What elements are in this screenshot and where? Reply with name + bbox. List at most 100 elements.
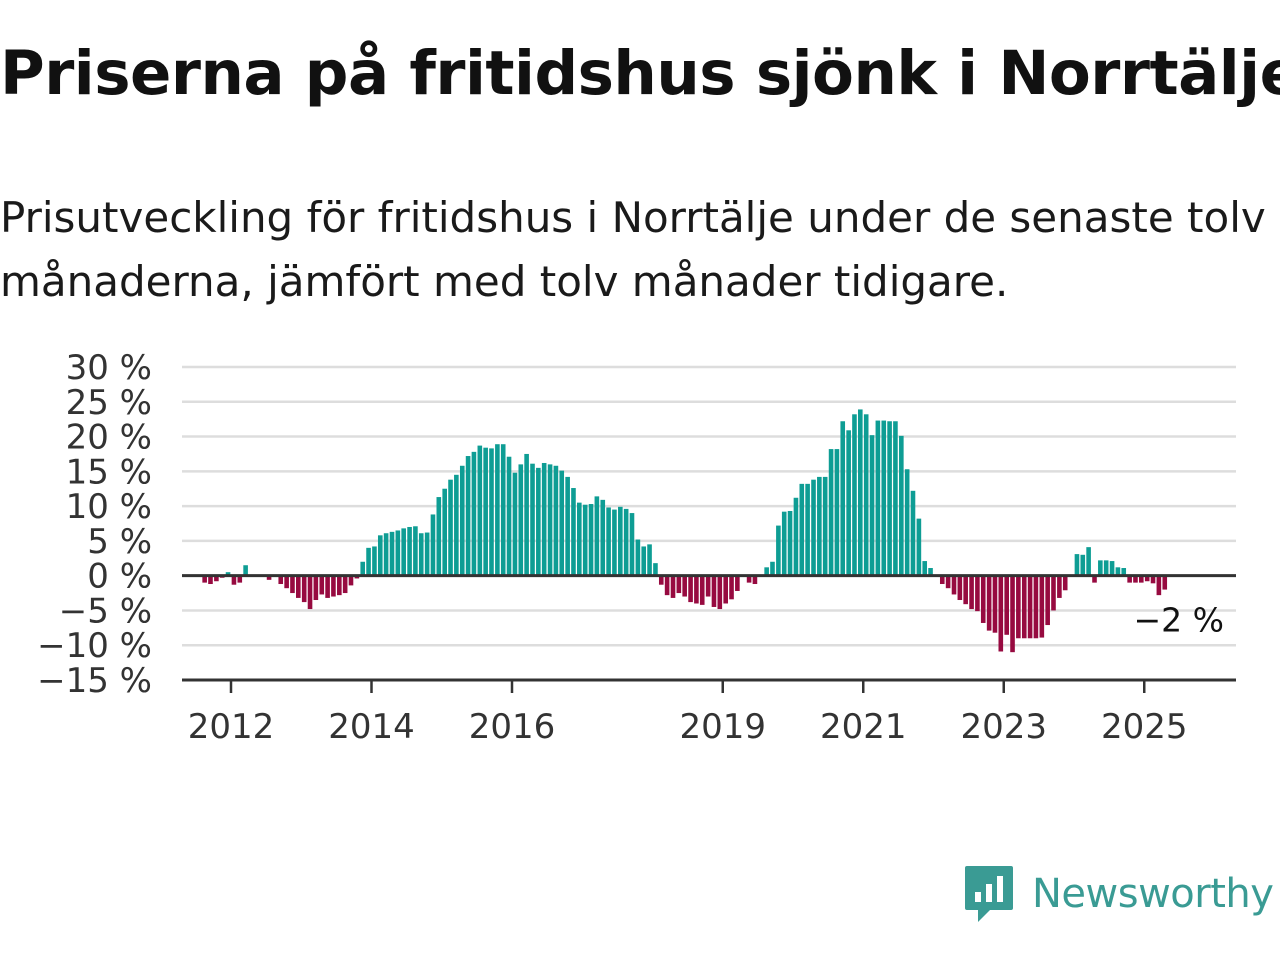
bar — [594, 496, 600, 576]
y-tick-label: 15 % — [66, 452, 152, 492]
bar — [231, 575, 237, 585]
bar — [348, 575, 354, 586]
bar — [881, 420, 887, 576]
bar — [1086, 547, 1091, 576]
bar — [904, 469, 910, 576]
bar — [846, 430, 851, 576]
bar — [875, 420, 881, 576]
bar — [922, 561, 928, 576]
x-tick-label: 2012 — [188, 707, 275, 747]
bar — [910, 490, 916, 576]
y-tick-labels: 30 %25 %20 %15 %10 %5 %0 %−5 %−10 %−15 % — [37, 348, 152, 701]
bar — [1109, 561, 1115, 576]
bar — [986, 575, 992, 631]
bar — [1033, 575, 1039, 639]
bar — [588, 504, 594, 576]
y-tick-label: 30 % — [66, 348, 152, 388]
bar — [1004, 575, 1010, 635]
bar — [512, 472, 518, 576]
bar — [477, 445, 483, 576]
bar — [653, 563, 658, 576]
bar — [664, 575, 670, 596]
bar — [395, 530, 401, 576]
newsworthy-brand: Newsworthy — [964, 864, 1274, 924]
bar — [975, 575, 980, 612]
bar — [776, 525, 781, 576]
bar — [225, 572, 231, 576]
bar — [1092, 575, 1097, 583]
bar — [1010, 575, 1015, 653]
bar — [1115, 567, 1121, 576]
bar — [418, 533, 424, 576]
chart-subtitle: Prisutveckling för fritidshus i Norrtälj… — [0, 193, 1266, 306]
bar — [489, 448, 494, 576]
bar — [899, 435, 904, 576]
bar — [887, 421, 892, 576]
bar — [430, 514, 436, 576]
bar — [658, 575, 664, 585]
x-tick-label: 2021 — [820, 707, 907, 747]
chart-title: Priserna på fritidshus sjönk i Norrtälje — [0, 38, 1280, 109]
bar — [448, 479, 453, 576]
bar — [618, 506, 623, 576]
bar — [342, 575, 348, 594]
bars — [202, 409, 1168, 653]
bar — [699, 575, 705, 605]
bar — [278, 575, 284, 585]
bar — [1080, 554, 1086, 576]
bar — [682, 575, 687, 597]
bar — [969, 575, 974, 610]
y-tick-label: −5 % — [59, 591, 152, 631]
bar — [869, 435, 875, 576]
bar — [237, 575, 243, 583]
bar — [863, 414, 869, 576]
bar — [536, 467, 541, 576]
bar — [670, 575, 676, 598]
bar — [980, 575, 986, 623]
bar — [1156, 575, 1162, 596]
y-tick-label: 25 % — [66, 383, 152, 423]
bar — [383, 533, 389, 576]
bar — [331, 575, 336, 597]
y-tick-label: 5 % — [87, 522, 152, 562]
x-tick-labels: 2012 2014 2016 2019 2021 2023 2025 — [188, 707, 1188, 747]
bar — [366, 547, 371, 576]
bar — [998, 575, 1004, 652]
bar — [307, 575, 313, 610]
bar — [454, 474, 459, 576]
bar — [1074, 554, 1080, 576]
bar — [963, 575, 968, 605]
axes — [182, 574, 1236, 693]
bar — [793, 497, 799, 576]
bar — [506, 456, 512, 576]
bar — [518, 464, 524, 576]
x-tick-label: 2016 — [469, 707, 556, 747]
bar — [606, 507, 611, 576]
bar — [1021, 575, 1027, 639]
bar — [711, 575, 717, 607]
bar — [284, 575, 289, 589]
bar — [372, 546, 377, 576]
bar — [301, 575, 307, 603]
bar — [295, 575, 301, 598]
bar — [600, 499, 606, 576]
bar — [1045, 575, 1050, 626]
bar — [565, 476, 570, 576]
bar — [500, 444, 506, 576]
y-tick-label: 0 % — [87, 557, 152, 597]
y-tick-label: −10 % — [37, 626, 152, 666]
bar — [243, 565, 248, 576]
bar — [629, 513, 635, 576]
bar — [676, 575, 682, 594]
bar — [1121, 568, 1127, 576]
bar — [1098, 560, 1103, 576]
bar — [319, 575, 325, 595]
bar — [202, 575, 207, 583]
bar — [781, 511, 787, 576]
bar — [729, 575, 734, 600]
bar — [553, 465, 559, 576]
last-value-label: −2 % — [1134, 601, 1225, 640]
bar — [723, 575, 729, 604]
annotations: −2 % — [1134, 601, 1225, 640]
bar — [787, 510, 793, 576]
